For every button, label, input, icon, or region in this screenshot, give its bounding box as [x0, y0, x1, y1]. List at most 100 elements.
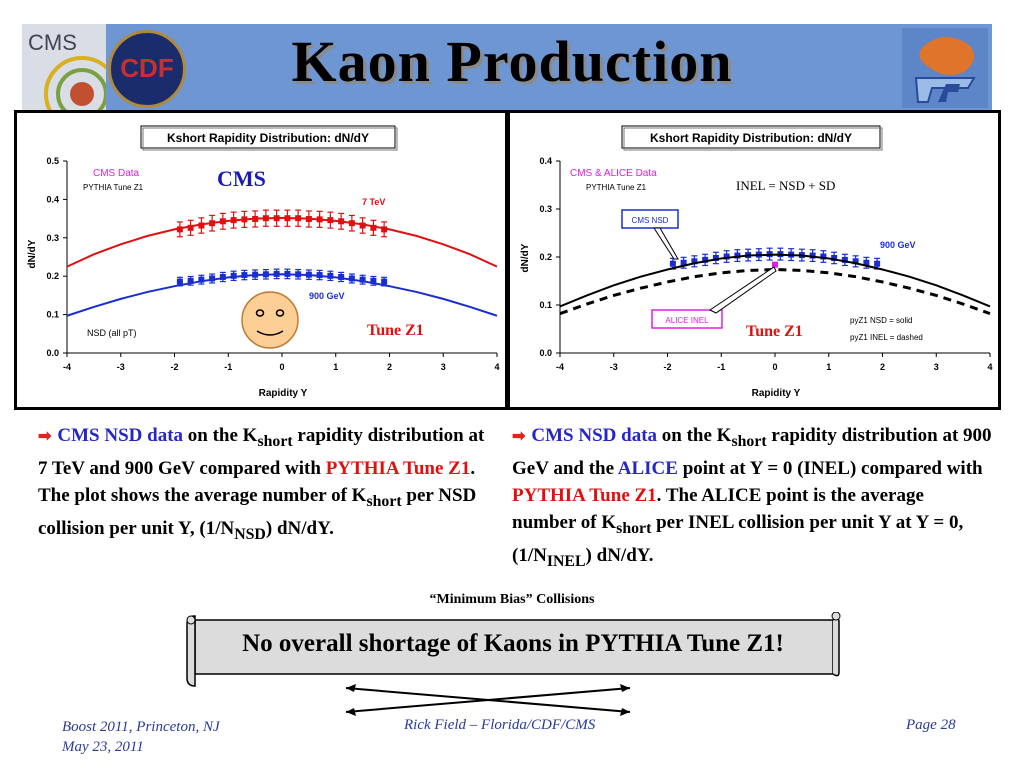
- chart2-alice-label: ALICE INEL: [665, 316, 709, 325]
- chart2-cms-nsd-box: [621, 209, 679, 229]
- series-curve-2: [559, 253, 991, 308]
- data-point: [230, 272, 237, 279]
- chart2-data-label: CMS & ALICE Data: [570, 168, 657, 179]
- chart2-legend-solid: pyZ1 NSD = solid: [850, 316, 912, 325]
- y-tick-label: 0.1: [539, 300, 552, 310]
- bullet-right-text1: on the K: [657, 425, 732, 446]
- cdf-logo: CDF: [108, 30, 186, 108]
- bullet-left-pythia: PYTHIA Tune Z1: [325, 457, 471, 479]
- chart1-series-label-7tev: 7 TeV: [362, 197, 385, 207]
- chart2-title: Kshort Rapidity Distribution: dN/dY: [650, 131, 852, 145]
- bullet-left-text3: . The plot shows the average number of K: [38, 457, 476, 506]
- scroll-text: No overall shortage of Kaons in PYTHIA T…: [242, 630, 784, 657]
- chart2-cms-nsd-label: CMS NSD: [632, 216, 669, 225]
- x-tick-label: 1: [333, 362, 338, 372]
- chart2-legend-dashed: pyZ1 INEL = dashed: [850, 333, 923, 342]
- chart1-big-label: CMS: [217, 166, 266, 191]
- bullet-right-text5: per INEL collision per unit Y at Y = 0, …: [512, 511, 964, 566]
- chart-panel-cms: Kshort Rapidity Distribution: dN/dY 0.0 0…: [14, 110, 508, 410]
- bullet-left-text2: rapidity distribution at 7 TeV and 900 G…: [38, 425, 485, 479]
- chart-cms: Kshort Rapidity Distribution: dN/dY 0.00…: [27, 125, 500, 399]
- chart1-series-label-900: 900 GeV: [309, 291, 345, 301]
- data-point: [209, 275, 216, 282]
- bullet-arrow-icon: ➡: [38, 428, 52, 445]
- alice-point: [772, 261, 778, 268]
- bullet-left-text4: per NSD collision per unit Y, (1/N: [38, 484, 477, 539]
- x-tick-label: -2: [663, 362, 671, 372]
- x-tick-label: -3: [117, 362, 125, 372]
- y-tick-label: 0.4: [539, 156, 552, 166]
- footer-venue: Boost 2011, Princeton, NJ: [62, 719, 220, 735]
- bullet-left-highlight: CMS NSD data: [57, 425, 184, 446]
- chart-alice: Kshort Rapidity Distribution: dN/dY 0.0 0…: [520, 125, 993, 399]
- y-tick-label: 0.2: [46, 271, 59, 281]
- x-tick-label: 4: [987, 362, 992, 372]
- bullet-left-sub1: short: [257, 432, 293, 450]
- data-point: [809, 252, 816, 259]
- chart1-title: Kshort Rapidity Distribution: dN/dY: [167, 131, 369, 145]
- bullet-right: ➡ CMS NSD data on the Kshort rapidity dis…: [512, 422, 992, 574]
- x-tick-label: -4: [556, 362, 564, 372]
- data-point: [863, 259, 870, 266]
- chart1-data-label: CMS Data: [93, 168, 140, 179]
- bullet-right-pythia: PYTHIA Tune Z1: [512, 484, 657, 506]
- x-tick-label: -2: [170, 362, 178, 372]
- chart1-title-box: [140, 125, 396, 149]
- data-point: [691, 258, 698, 265]
- data-point: [198, 276, 205, 283]
- chart1-model-label: PYTHIA Tune Z1: [83, 183, 144, 192]
- data-point: [852, 258, 859, 265]
- series-curve-2: [66, 216, 498, 268]
- x-tick-label: 3: [934, 362, 939, 372]
- bullet-left-text5: ) dN/dY.: [265, 517, 334, 539]
- uf-logo: [902, 28, 988, 108]
- x-tick-label: -4: [63, 362, 71, 372]
- slide-title: Kaon Production: [291, 29, 733, 94]
- bullet-left-sub3: NSD: [234, 525, 266, 543]
- x-tick-label: 1: [826, 362, 831, 372]
- bullet-right-sub1: short: [731, 432, 767, 450]
- data-point: [381, 278, 388, 285]
- chart2-tune-label: Tune Z1: [746, 323, 803, 340]
- bullet-left-sub2: short: [366, 492, 402, 510]
- data-point: [820, 253, 827, 260]
- bullet-right-text6: ) dN/dY.: [585, 544, 654, 566]
- data-point: [680, 259, 687, 266]
- smiley-icon: [241, 291, 299, 349]
- bullet-right-sub3: INEL: [546, 552, 586, 570]
- x-tick-label: -3: [610, 362, 618, 372]
- chart2-formula: INEL = NSD + SD: [736, 178, 835, 193]
- bullet-right-highlight: CMS NSD data: [531, 425, 658, 446]
- chart2-cms-nsd-callout: [653, 227, 679, 260]
- chart-panel-alice: Kshort Rapidity Distribution: dN/dY 0.0 0…: [507, 110, 1001, 410]
- x-tick-label: 2: [880, 362, 885, 372]
- data-point: [874, 260, 881, 267]
- cms-logo-text: CMS: [28, 30, 77, 55]
- chart1-title-shadow: [142, 127, 398, 151]
- bullet-right-sub2: short: [616, 519, 652, 537]
- y-tick-label: 0.0: [539, 348, 552, 358]
- x-tick-label: -1: [717, 362, 725, 372]
- chart2-model-label: PYTHIA Tune Z1: [586, 183, 647, 192]
- crossed-arrows: [345, 684, 631, 716]
- data-point: [187, 277, 194, 284]
- data-point: [370, 277, 377, 284]
- chart1-marks: [66, 209, 498, 317]
- footer-author: Rick Field – Florida/CDF/CMS: [404, 717, 596, 733]
- x-tick-label: 2: [387, 362, 392, 372]
- data-point: [187, 224, 194, 231]
- chart2-energy-label: 900 GeV: [880, 240, 916, 250]
- bullet-right-text4: . The ALICE point is the average number …: [512, 484, 924, 533]
- chart2-marks: [559, 247, 991, 316]
- data-point: [327, 272, 334, 279]
- chart2-alice-callout: [709, 266, 777, 314]
- data-point: [723, 253, 730, 260]
- data-point: [702, 256, 709, 263]
- data-point: [734, 252, 741, 259]
- footer-page: Page 28: [906, 717, 956, 733]
- bullet-right-alice: ALICE: [617, 457, 678, 479]
- series-curve-3: [66, 273, 498, 317]
- chart2-title-shadow: [623, 127, 883, 151]
- cms-logo: CMS: [22, 24, 106, 110]
- chart2-xlabel: Rapidity Y: [752, 388, 801, 399]
